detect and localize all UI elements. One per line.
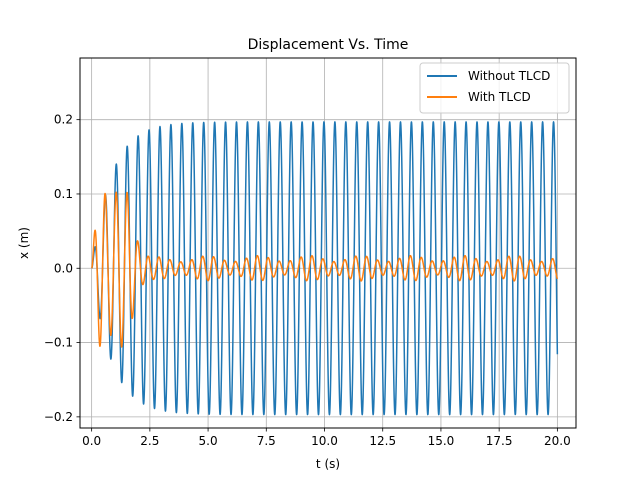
x-tick-label: 10.0 — [311, 434, 338, 448]
x-tick-label: 17.5 — [486, 434, 513, 448]
legend-label-without-tlcd: Without TLCD — [468, 69, 550, 83]
series-line-without-tlcd — [91, 121, 559, 416]
y-axis-ticks: −0.2 −0.1 0.0 0.1 0.2 — [44, 113, 80, 424]
x-tick-label: 0.0 — [82, 434, 101, 448]
y-tick-label: −0.1 — [44, 336, 73, 350]
x-tick-label: 5.0 — [199, 434, 218, 448]
chart-title: Displacement Vs. Time — [248, 37, 409, 53]
legend-box — [419, 62, 570, 114]
series-layer — [91, 121, 559, 416]
y-tick-label: 0.1 — [54, 187, 73, 201]
legend: Without TLCD With TLCD — [419, 62, 570, 114]
y-tick-label: 0.0 — [54, 261, 73, 275]
x-tick-label: 7.5 — [257, 434, 276, 448]
x-tick-label: 15.0 — [428, 434, 455, 448]
series-line-with-tlcd — [91, 191, 559, 348]
x-axis-ticks: 0.0 2.5 5.0 7.5 10.0 12.5 15.0 17.5 20.0 — [82, 428, 571, 448]
y-axis-label: x (m) — [17, 227, 31, 259]
x-tick-label: 2.5 — [140, 434, 159, 448]
x-axis-label: t (s) — [316, 457, 340, 471]
y-tick-label: 0.2 — [54, 113, 73, 127]
plot-frame — [79, 57, 577, 429]
y-tick-label: −0.2 — [44, 410, 73, 424]
x-tick-label: 20.0 — [544, 434, 571, 448]
x-tick-label: 12.5 — [369, 434, 396, 448]
legend-label-with-tlcd: With TLCD — [468, 90, 531, 104]
